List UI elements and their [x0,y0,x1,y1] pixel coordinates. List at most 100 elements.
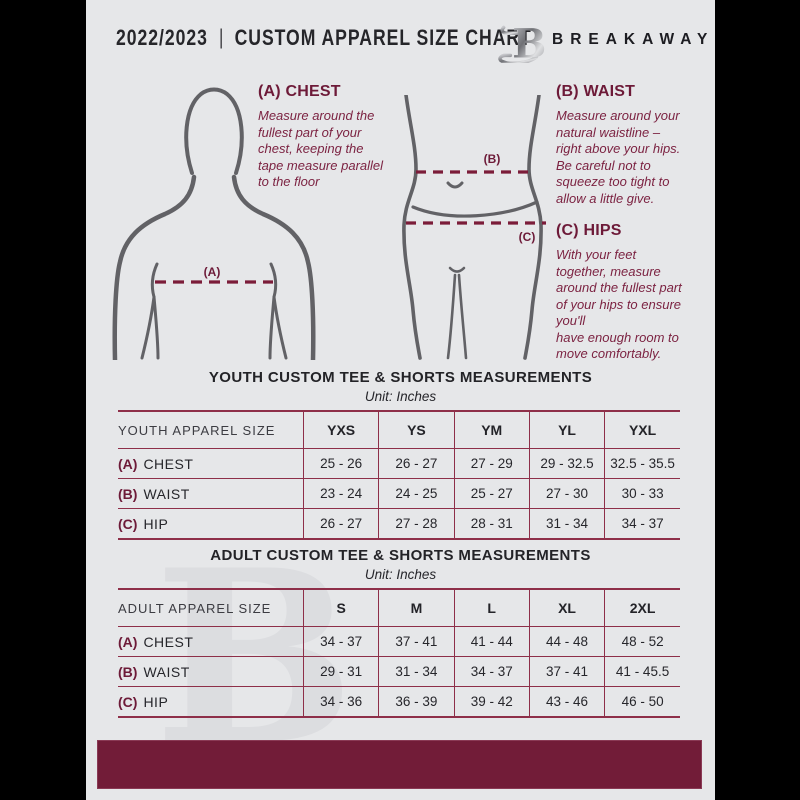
table-cell: 41 - 44 [453,626,530,657]
table-cell: 48 - 52 [604,626,680,657]
row-name: WAIST [143,485,190,502]
table-cell: 34 - 37 [604,508,680,540]
adult-size-header: 2XL [604,589,680,627]
logo-letter: B [512,19,545,63]
table-cell: 25 - 26 [302,448,379,479]
hips-guide-block: (C) HIPS With your feet together, measur… [556,222,714,363]
youth-section-title: YOUTH CUSTOM TEE & SHORTS MEASUREMENTS [208,369,593,386]
figure-navel [446,181,464,189]
table-cell: 41 - 45.5 [604,656,680,687]
table-cell: 39 - 42 [453,686,530,718]
table-row: (C) HIP 34 - 36 36 - 39 39 - 42 43 - 46 4… [118,686,680,718]
adult-size-header: L [453,589,530,627]
figure-left-side [402,95,422,360]
table-cell: 27 - 28 [378,508,455,540]
row-name: WAIST [143,663,190,680]
table-cell: 26 - 27 [302,508,379,540]
row-key: (B) [118,485,138,502]
table-cell: 27 - 29 [453,448,530,479]
figure-right-arm [272,295,288,360]
table-cell: 34 - 37 [302,626,379,657]
breakaway-logo-icon: B [495,15,546,67]
table-row: (A) CHEST 25 - 26 26 - 27 27 - 29 29 - 32… [118,448,680,479]
row-name: CHEST [143,633,194,650]
waist-guide-body: Measure around your natural waistline – … [556,108,681,206]
chest-guide-block: (A) CHEST Measure around the fullest par… [258,83,398,191]
table-cell: 36 - 39 [378,686,455,718]
table-row: (C) HIP 26 - 27 27 - 28 28 - 31 31 - 34 3… [118,508,680,540]
logo-svg: B [498,19,546,67]
page-title: CUSTOM APPAREL SIZE CHART [234,25,532,50]
table-cell: 28 - 31 [453,508,530,540]
figure-left-shoulder [112,174,197,360]
table-cell: 46 - 50 [604,686,680,718]
waist-guide-block: (B) WAIST Measure around your natural wa… [556,83,711,207]
table-cell: 30 - 33 [604,478,680,509]
table-cell: 31 - 34 [378,656,455,687]
chest-figure: (A) [112,87,316,360]
size-chart-page: B 2022/2023 | CUSTOM APPAREL SIZE CHART [86,0,715,800]
table-cell: 44 - 48 [528,626,605,657]
table-cell: 27 - 30 [528,478,605,509]
adult-unit-label: Unit: Inches [364,567,437,582]
waist-guide-heading: (B) WAIST [556,83,636,100]
youth-size-header: YS [378,411,455,449]
row-label-hip: (C) HIP [118,686,304,718]
table-cell: 25 - 27 [453,478,530,509]
figure-right-inner-leg [457,273,468,360]
figure-hip-curve [411,200,539,218]
row-label-hip: (C) HIP [118,508,304,540]
table-cell: 26 - 27 [378,448,455,479]
row-label-chest: (A) CHEST [118,448,304,479]
youth-header-row: YOUTH APPAREL SIZE YXS YS YM YL YXL [118,411,680,449]
footer-bar [97,740,702,789]
table-cell: 34 - 36 [302,686,379,718]
figure-right-shoulder [231,174,316,360]
adult-size-header: M [378,589,455,627]
chest-guide-heading: (A) CHEST [258,83,341,100]
youth-corner-header: YOUTH APPAREL SIZE [118,411,304,449]
row-name: CHEST [143,455,194,472]
hips-guide-body: With your feet together, measure around … [556,247,682,361]
youth-unit-label: Unit: Inches [364,389,437,404]
brand-name: BREAKAWAY [552,31,715,48]
youth-size-header: YXS [302,411,379,449]
table-row: (A) CHEST 34 - 37 37 - 41 41 - 44 44 - 48… [118,626,680,657]
table-cell: 29 - 32.5 [528,448,605,479]
adult-size-table: ADULT APPAREL SIZE S M L XL 2XL (A) CHEST… [118,588,680,718]
waist-marker-label: (B) [484,152,501,166]
row-key: (A) [118,633,138,650]
table-cell: 37 - 41 [378,626,455,657]
table-cell: 24 - 25 [378,478,455,509]
row-key: (B) [118,663,138,680]
table-row: (B) WAIST 23 - 24 24 - 25 25 - 27 27 - 30… [118,478,680,509]
hip-marker-label: (C) [519,230,536,244]
header-divider: | [219,26,224,49]
season-label: 2022/2023 [116,25,208,50]
figure-head-outline [184,87,244,175]
figure-crotch-curve [448,266,466,273]
chest-guide-body: Measure around the fullest part of your … [258,108,384,189]
table-cell: 23 - 24 [302,478,379,509]
adult-size-header: S [302,589,379,627]
youth-size-header: YM [453,411,530,449]
waist-hip-figure: (B) (C) [402,95,546,360]
row-label-waist: (B) WAIST [118,656,304,687]
row-key: (C) [118,693,138,710]
logo-swoosh-stroke [498,53,539,66]
youth-size-table: YOUTH APPAREL SIZE YXS YS YM YL YXL (A) C… [118,410,680,540]
masthead: 2022/2023 | CUSTOM APPAREL SIZE CHART [116,25,532,51]
youth-size-header: YXL [604,411,680,449]
row-key: (C) [118,515,138,532]
figure-right-side [523,95,543,360]
hips-guide-heading: (C) HIPS [556,222,622,239]
logo-top-stroke [500,25,525,35]
adult-section-title: ADULT CUSTOM TEE & SHORTS MEASUREMENTS [210,547,591,564]
adult-header-row: ADULT APPAREL SIZE S M L XL 2XL [118,589,680,627]
adult-size-header: XL [528,589,605,627]
row-name: HIP [143,693,169,710]
chest-marker-label: (A) [204,265,221,279]
row-label-chest: (A) CHEST [118,626,304,657]
table-cell: 43 - 46 [528,686,605,718]
